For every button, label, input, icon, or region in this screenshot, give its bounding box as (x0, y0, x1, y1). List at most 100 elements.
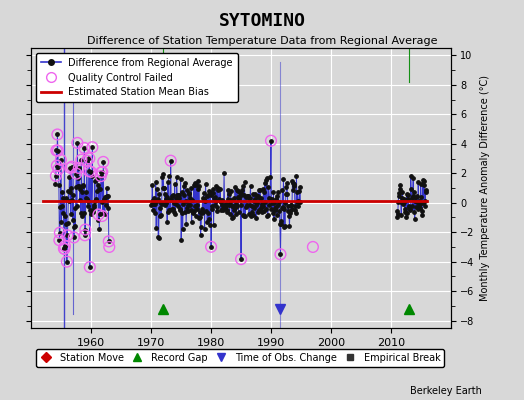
Point (267, 206, 276, 212)
Point (402, 190, 411, 197)
Point (167, 158, 175, 164)
Point (102, 202, 110, 208)
Point (153, 198, 161, 204)
Point (60, 245, 68, 252)
Point (157, 200, 165, 206)
Point (100, 196, 108, 202)
Point (249, 191, 257, 198)
Point (86, 169, 95, 175)
Point (287, 202, 295, 208)
Point (57, 157, 65, 163)
Text: SYTOMINO: SYTOMINO (219, 12, 305, 30)
Point (166, 197, 174, 203)
Point (230, 207, 238, 213)
Point (77, 156, 85, 163)
Point (205, 189, 214, 196)
Point (418, 211, 427, 218)
Point (409, 175, 418, 181)
Point (86, 169, 95, 175)
Point (398, 194, 406, 201)
Point (91, 178, 99, 184)
Point (94, 217, 103, 223)
Point (174, 195, 183, 201)
Point (74, 165, 83, 171)
Point (78, 213, 86, 220)
Point (408, 195, 416, 201)
Point (207, 244, 215, 250)
Point (54, 166, 62, 172)
Point (242, 203, 250, 210)
Point (291, 207, 300, 213)
Point (266, 174, 275, 180)
Point (286, 210, 294, 216)
Point (70, 234, 78, 241)
Point (420, 178, 429, 184)
Point (232, 187, 241, 194)
Point (97, 199, 106, 206)
Point (71, 223, 80, 229)
Point (173, 192, 182, 199)
Point (261, 180, 269, 186)
Point (234, 194, 242, 200)
Point (285, 213, 293, 220)
Point (422, 188, 430, 195)
Point (218, 196, 226, 203)
Point (209, 185, 217, 192)
Point (223, 187, 232, 193)
Point (191, 203, 199, 210)
Point (226, 188, 235, 194)
Point (243, 202, 251, 208)
Point (220, 170, 228, 176)
Point (244, 195, 253, 202)
Point (203, 218, 211, 225)
Point (219, 207, 227, 214)
Point (222, 203, 230, 209)
Point (61, 243, 69, 249)
Point (184, 190, 193, 196)
Point (228, 203, 236, 209)
Point (64, 220, 72, 226)
Point (421, 202, 429, 209)
Point (242, 194, 250, 200)
Point (77, 156, 85, 163)
Point (250, 205, 258, 212)
Point (187, 184, 195, 191)
Point (222, 207, 231, 214)
Point (80, 210, 88, 216)
Point (70, 224, 79, 230)
Point (185, 202, 194, 208)
Point (188, 219, 196, 226)
Point (148, 197, 157, 203)
Point (169, 192, 177, 198)
Point (266, 196, 274, 202)
Point (210, 195, 219, 201)
Point (58, 203, 66, 209)
Point (394, 211, 402, 217)
Point (290, 180, 298, 187)
Point (200, 226, 209, 232)
Point (67, 211, 75, 217)
Point (265, 202, 274, 208)
Point (283, 180, 291, 186)
Point (252, 215, 260, 221)
Point (287, 202, 296, 208)
Point (399, 196, 407, 203)
Point (170, 181, 179, 187)
Point (241, 213, 249, 219)
Point (181, 180, 189, 186)
Point (403, 210, 411, 216)
Point (256, 187, 264, 194)
Point (159, 171, 167, 178)
Point (238, 183, 247, 189)
Point (52, 147, 61, 154)
Point (54, 166, 62, 172)
Point (291, 203, 299, 209)
Point (160, 185, 168, 191)
Point (397, 212, 406, 218)
Point (404, 196, 412, 203)
Point (284, 208, 292, 215)
Point (156, 205, 165, 212)
Point (103, 185, 111, 192)
Point (73, 140, 82, 146)
Point (217, 199, 225, 205)
